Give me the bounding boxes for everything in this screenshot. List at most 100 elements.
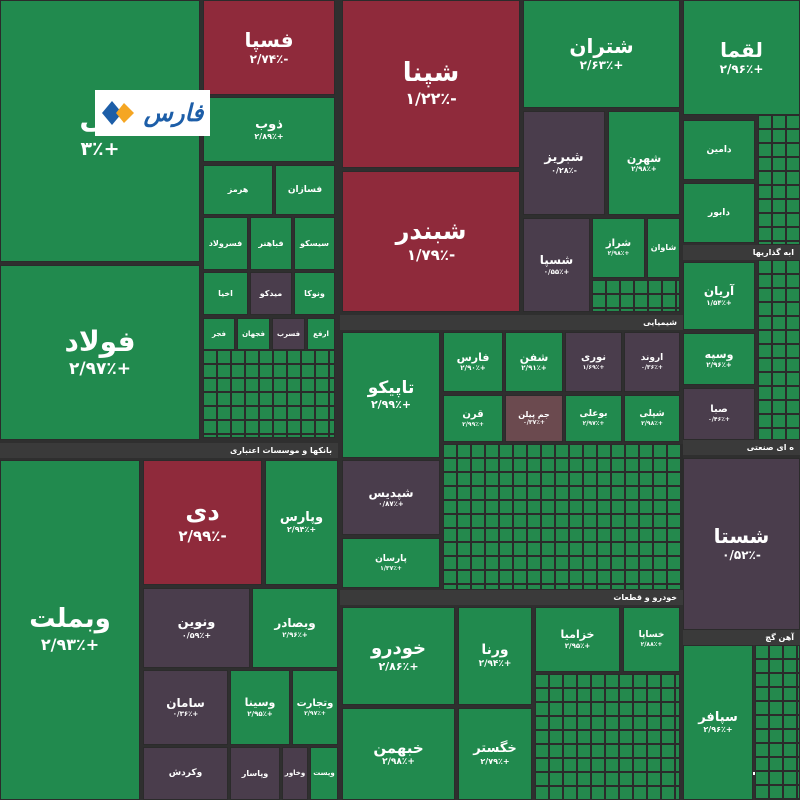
small-tile — [555, 444, 569, 458]
stock-name: ارفع — [313, 329, 329, 338]
small-tile — [457, 542, 471, 556]
small-tile — [471, 486, 485, 500]
small-tile — [273, 434, 287, 438]
small-tile — [662, 280, 676, 294]
small-tile — [577, 730, 591, 744]
small-tile — [287, 406, 301, 420]
small-tile — [758, 358, 772, 372]
small-tile — [619, 730, 633, 744]
small-tile — [597, 458, 611, 472]
small-tile — [633, 674, 647, 688]
stock-name: پارسان — [375, 553, 407, 564]
small-tile — [217, 406, 231, 420]
small-tile — [772, 302, 786, 316]
stock-change: +۲/۹۶٪ — [706, 361, 732, 370]
small-tile — [499, 458, 513, 472]
small-tile — [783, 771, 797, 785]
small-tile — [315, 378, 329, 392]
small-tile — [769, 659, 783, 673]
small-tile — [471, 472, 485, 486]
small-tile — [443, 514, 457, 528]
small-tile — [273, 420, 287, 434]
small-tile — [231, 350, 245, 364]
small-tile — [786, 302, 800, 316]
small-tile — [443, 486, 457, 500]
stock-tile: لقما +۲/۹۶٪ — [683, 0, 800, 115]
small-tile — [591, 772, 605, 786]
small-tile — [443, 570, 457, 584]
small-tile — [769, 771, 783, 785]
small-tile — [577, 786, 591, 800]
small-tile — [661, 786, 675, 800]
stock-change: +۱/۳۷٪ — [380, 564, 402, 572]
stock-name: قرن — [462, 408, 484, 420]
stock-tile: فجر — [203, 318, 235, 350]
small-tile — [457, 486, 471, 500]
small-tile — [681, 472, 683, 486]
small-tile — [639, 486, 653, 500]
small-tile — [786, 386, 800, 400]
small-tile — [259, 392, 273, 406]
small-tile — [676, 308, 680, 312]
small-tile — [758, 213, 772, 227]
small-tile — [758, 241, 772, 245]
small-tile — [625, 570, 639, 584]
small-tile — [653, 584, 667, 590]
small-tile — [755, 659, 769, 673]
small-tile — [783, 743, 797, 757]
logo-icon — [101, 101, 134, 125]
stock-name: ورنا — [481, 641, 509, 658]
stock-change: -۱/۷۹٪ — [406, 246, 456, 265]
stock-name: دی — [185, 498, 220, 527]
small-tile — [769, 729, 783, 743]
stock-name: سامان — [166, 695, 205, 710]
stock-change: +۲/۹۶٪ — [282, 630, 308, 639]
small-tile — [772, 358, 786, 372]
stock-name: وسینا — [244, 696, 276, 710]
small-tile — [647, 716, 661, 730]
small-tile — [625, 486, 639, 500]
stock-name: سیسکو — [300, 238, 329, 248]
stock-change: -۲/۹۹٪ — [178, 527, 227, 546]
stock-name: ونوکا — [304, 288, 325, 298]
small-tile — [769, 715, 783, 729]
small-tile — [203, 406, 217, 420]
small-tile — [549, 772, 563, 786]
small-tile — [577, 716, 591, 730]
small-tile — [619, 702, 633, 716]
stock-name: فباهنر — [258, 238, 284, 248]
stock-change: +۲/۹۷٪ — [304, 709, 326, 717]
small-tile — [563, 688, 577, 702]
small-tile — [662, 308, 676, 312]
small-tile — [772, 213, 786, 227]
small-tile — [667, 584, 681, 590]
small-tile — [457, 570, 471, 584]
small-tile — [758, 302, 772, 316]
stock-name: شپدیس — [368, 485, 414, 500]
stock-name: فسرب — [276, 329, 301, 338]
small-tile — [772, 143, 786, 157]
small-tile — [625, 556, 639, 570]
small-tile — [653, 472, 667, 486]
small-tile — [769, 673, 783, 687]
stock-change: +۲/۹۹٪ — [462, 420, 484, 428]
small-tile — [786, 157, 800, 171]
stock-name: خساپا — [638, 630, 665, 641]
small-tile — [583, 556, 597, 570]
stock-change: -۰/۵۲٪ — [722, 548, 761, 563]
small-tile — [675, 786, 680, 800]
small-tile — [217, 434, 231, 438]
stock-tile: شبریز -۰/۲۸٪ — [523, 111, 605, 215]
small-tile — [681, 458, 683, 472]
stock-change: +۲/۹۸٪ — [631, 165, 657, 174]
small-tile — [755, 757, 769, 771]
small-tile — [471, 570, 485, 584]
small-tile — [203, 364, 217, 378]
small-tile — [647, 702, 661, 716]
small-tile — [527, 542, 541, 556]
small-tile — [527, 444, 541, 458]
small-tile — [513, 472, 527, 486]
small-tile — [625, 458, 639, 472]
small-tile — [535, 702, 549, 716]
small-tile — [755, 673, 769, 687]
